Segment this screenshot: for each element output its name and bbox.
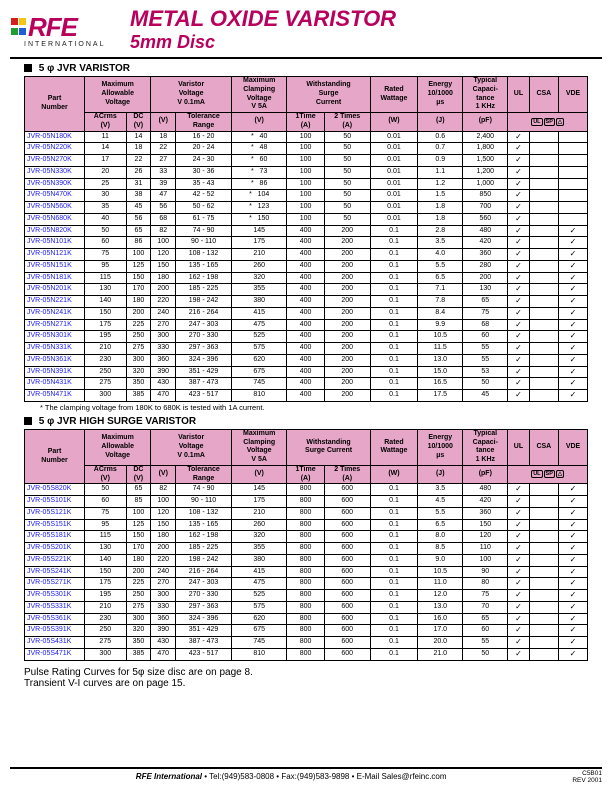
square-bullet-icon — [24, 64, 32, 72]
page-title: METAL OXIDE VARISTOR — [130, 6, 602, 32]
table-row: JVR-05N331K210275330297 - 3635754002000.… — [25, 343, 588, 355]
table-row: JVR-05N221K140180220198 - 2423804002000.… — [25, 296, 588, 308]
table-row: JVR-05N330K20263330 - 36* 73100500.011.1… — [25, 166, 588, 178]
table-row: JVR-05N220K14182220 - 24* 48100500.010.7… — [25, 143, 588, 155]
table-row: JVR-05S201K130170200185 - 2253558006000.… — [25, 543, 588, 555]
table-row: JVR-05S151K95125150135 - 1652608006000.1… — [25, 519, 588, 531]
table-row: JVR-05S241K150200240216 - 2644158006000.… — [25, 566, 588, 578]
table-row: JVR-05N241K150200240216 - 2644154002000.… — [25, 307, 588, 319]
table-row: JVR-05S181K115150180162 - 1983208006000.… — [25, 531, 588, 543]
table-row: JVR-05S431K275350430387 - 4737458006000.… — [25, 637, 588, 649]
table-row: JVR-05S361K230300360324 - 3966208006000.… — [25, 613, 588, 625]
table-row: JVR-05S271K175225270247 - 3034758006000.… — [25, 578, 588, 590]
varistor-table-2: PartNumberMaximumAllowableVoltageVaristo… — [24, 429, 588, 661]
logo-squares-icon — [10, 17, 26, 37]
table-row: JVR-05S121K75100120108 - 1322108006000.1… — [25, 507, 588, 519]
table-row: JVR-05N391K250320390351 - 4296754002000.… — [25, 366, 588, 378]
table-row: JVR-05N361K230300360324 - 3966204002000.… — [25, 354, 588, 366]
transient-note: Transient V-I curves are on page 15. — [24, 678, 612, 689]
table-row: JVR-05S471K300385470423 - 5178108006000.… — [25, 648, 588, 660]
table-row: JVR-05N301K195250300270 - 3305254002000.… — [25, 331, 588, 343]
footer: RFE International • Tel:(949)583-0808 • … — [10, 767, 602, 784]
varistor-table-1: PartNumberMaximumAllowableVoltageVaristo… — [24, 76, 588, 402]
table-row: JVR-05N431K275350430387 - 4737454002000.… — [25, 378, 588, 390]
footer-contact: RFE International • Tel:(949)583-0808 • … — [10, 772, 572, 781]
table-row: JVR-05N101K608610090 - 1101754002000.13.… — [25, 237, 588, 249]
section2-title: 5 φ JVR HIGH SURGE VARISTOR — [39, 416, 196, 427]
divider — [10, 57, 602, 59]
page-header: RFE INTERNATIONAL METAL OXIDE VARISTOR 5… — [0, 0, 612, 57]
table-row: JVR-05S391K250320390351 - 4296758006000.… — [25, 625, 588, 637]
table-row: JVR-05N820K50658274 - 901454002000.12.84… — [25, 225, 588, 237]
table-row: JVR-05S331K210275330297 - 3635758006000.… — [25, 601, 588, 613]
table-row: JVR-05N471K300385470423 - 5178104002000.… — [25, 390, 588, 402]
table-row: JVR-05N270K17222724 - 30* 60100500.010.9… — [25, 155, 588, 167]
page-subtitle: 5mm Disc — [130, 32, 602, 53]
table-row: JVR-05N121K75100120108 - 1322104002000.1… — [25, 249, 588, 261]
section1-title: 5 φ JVR VARISTOR — [39, 63, 130, 74]
table-row: JVR-05N560K35455650 - 62* 123100500.011.… — [25, 202, 588, 214]
bottom-notes: Pulse Rating Curves for 5φ size disc are… — [24, 667, 612, 689]
table1-note: * The clamping voltage from 180K to 680K… — [40, 403, 612, 412]
table-row: JVR-05N271K175225270247 - 3034754002000.… — [25, 319, 588, 331]
table-row: JVR-05S820K50658274 - 901458006000.13.54… — [25, 484, 588, 496]
table-row: JVR-05N390K25313935 - 43* 86100500.011.2… — [25, 178, 588, 190]
pulse-note: Pulse Rating Curves for 5φ size disc are… — [24, 667, 612, 678]
table-row: JVR-05N151K95125150135 - 1652604002000.1… — [25, 260, 588, 272]
title-block: METAL OXIDE VARISTOR 5mm Disc — [130, 6, 602, 53]
logo: RFE INTERNATIONAL — [10, 8, 110, 52]
section2-header: 5 φ JVR HIGH SURGE VARISTOR — [24, 416, 612, 427]
section1-header: 5 φ JVR VARISTOR — [24, 63, 612, 74]
logo-subtext: INTERNATIONAL — [24, 41, 110, 48]
footer-rev: C5B01 REV 2001 — [572, 770, 602, 784]
table-row: JVR-05S101K608510090 - 1101758006000.14.… — [25, 496, 588, 508]
table-row: JVR-05N181K115150180162 - 1983204002000.… — [25, 272, 588, 284]
table-row: JVR-05N680K40566861 - 75* 150100500.011.… — [25, 213, 588, 225]
table-row: JVR-05N180K11141816 - 20* 40100500.010.6… — [25, 131, 588, 143]
square-bullet-icon — [24, 417, 32, 425]
table-row: JVR-05S221K140180220198 - 2423808006000.… — [25, 554, 588, 566]
table-row: JVR-05N470K30384742 - 52* 104100500.011.… — [25, 190, 588, 202]
logo-text: RFE — [28, 12, 77, 43]
table-row: JVR-05N201K130170200185 - 2253554002000.… — [25, 284, 588, 296]
table-row: JVR-05S301K195250300270 - 3305258006000.… — [25, 590, 588, 602]
